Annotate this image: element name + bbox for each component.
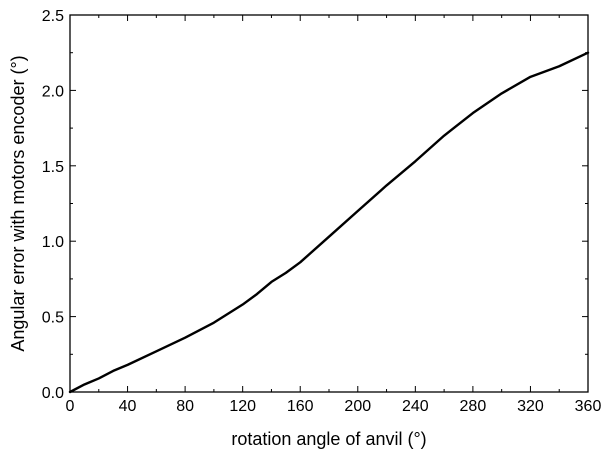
ticks-layer: 0 40 80 120 160 200 240 280 320 360 0.0 0.5 1.0 1.5 2.… xyxy=(42,8,602,415)
series-line-0 xyxy=(68,51,590,394)
y-axis-label: Angular error with motors encoder (°) xyxy=(8,55,28,351)
y-tick-label: 2.5 xyxy=(42,8,64,25)
x-axis-label: rotation angle of anvil (°) xyxy=(231,429,426,449)
series-layer xyxy=(68,51,590,394)
x-tick-label: 160 xyxy=(287,398,314,415)
x-tick-label: 360 xyxy=(575,398,602,415)
x-tick-label: 120 xyxy=(229,398,256,415)
x-tick-label: 280 xyxy=(460,398,487,415)
labels-layer: rotation angle of anvil (°) Angular erro… xyxy=(8,55,427,449)
plot-frame xyxy=(69,14,589,393)
x-tick-label: 200 xyxy=(344,398,371,415)
y-tick-label: 1.5 xyxy=(42,159,64,176)
y-tick-label: 0.0 xyxy=(42,385,64,402)
x-tick-label: 40 xyxy=(119,398,137,415)
y-tick-label: 1.0 xyxy=(42,234,64,251)
y-tick-label: 2.0 xyxy=(42,83,64,100)
x-tick-label: 240 xyxy=(402,398,429,415)
y-tick-label: 0.5 xyxy=(42,310,64,327)
x-tick-label: 320 xyxy=(517,398,544,415)
x-tick-label: 80 xyxy=(176,398,194,415)
x-tick-label: 0 xyxy=(66,398,75,415)
